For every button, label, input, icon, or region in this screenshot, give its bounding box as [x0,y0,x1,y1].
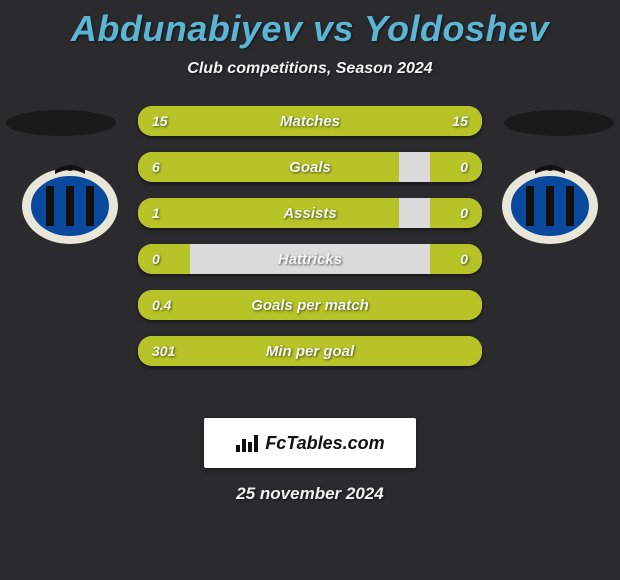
brand-badge[interactable]: FcTables.com [204,418,416,468]
club-logo-left [20,158,120,244]
page-title: Abdunabiyev vs Yoldoshev [0,0,620,50]
stat-row: Assists1 0 [138,198,482,228]
stat-label: Goals [138,152,482,182]
brand-chart-icon [235,433,259,453]
stat-label: Goals per match [138,290,482,320]
stat-row: Goals per match0.4 [138,290,482,320]
club-logo-right [500,158,600,244]
stat-row: Matches15 15 [138,106,482,136]
stat-value-left: 6 [152,152,160,182]
stat-label: Matches [138,106,482,136]
stat-value-left: 0 [152,244,160,274]
comparison-arena: Matches1515Goals60Assists10Hattricks00Go… [0,100,620,400]
stat-value-right: 0 [460,244,468,274]
stat-value-left: 1 [152,198,160,228]
stat-row: Goals6 0 [138,152,482,182]
stat-row: Hattricks0 0 [138,244,482,274]
brand-text: FcTables.com [265,433,384,454]
stat-label: Min per goal [138,336,482,366]
stat-value-right: 0 [460,198,468,228]
stats-column: Matches1515Goals60Assists10Hattricks00Go… [138,106,482,366]
stat-value-left: 15 [152,106,168,136]
stat-value-left: 301 [152,336,175,366]
stat-label: Assists [138,198,482,228]
page-subtitle: Club competitions, Season 2024 [0,60,620,78]
stat-row: Min per goal301 [138,336,482,366]
comparison-date: 25 november 2024 [0,484,620,504]
player-shadow-right [504,110,614,136]
stat-label: Hattricks [138,244,482,274]
player-shadow-left [6,110,116,136]
stat-value-right: 0 [460,152,468,182]
stat-value-right: 15 [452,106,468,136]
stat-value-left: 0.4 [152,290,171,320]
